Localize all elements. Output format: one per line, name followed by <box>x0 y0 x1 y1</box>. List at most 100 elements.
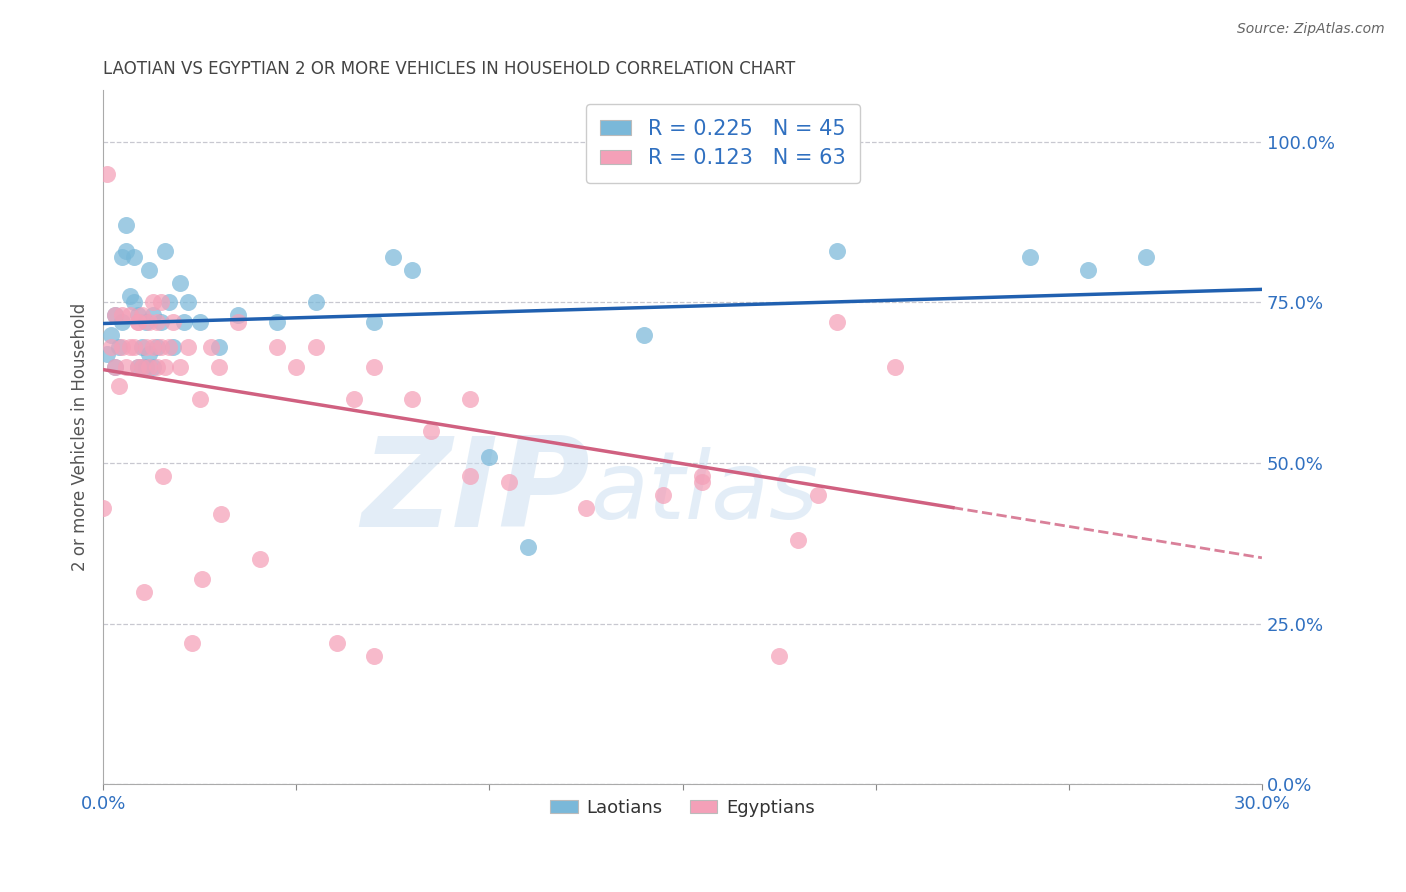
Point <box>517 540 540 554</box>
Point <box>111 315 134 329</box>
Point <box>127 308 149 322</box>
Point <box>190 572 212 586</box>
Point <box>420 424 443 438</box>
Point <box>181 636 204 650</box>
Point <box>131 308 153 322</box>
Point <box>100 340 122 354</box>
Point <box>131 359 153 374</box>
Point <box>157 340 180 354</box>
Point <box>131 340 153 354</box>
Point <box>304 295 326 310</box>
Point <box>135 340 157 354</box>
Point <box>146 359 169 374</box>
Point <box>111 340 134 354</box>
Point <box>127 359 149 374</box>
Point <box>162 340 184 354</box>
Point <box>107 340 129 354</box>
Point <box>200 340 222 354</box>
Point <box>208 340 231 354</box>
Point <box>115 359 138 374</box>
Text: LAOTIAN VS EGYPTIAN 2 OR MORE VEHICLES IN HOUSEHOLD CORRELATION CHART: LAOTIAN VS EGYPTIAN 2 OR MORE VEHICLES I… <box>103 60 796 78</box>
Point <box>266 340 288 354</box>
Point <box>146 340 169 354</box>
Point <box>208 359 231 374</box>
Point <box>122 340 145 354</box>
Point <box>690 475 713 490</box>
Legend: Laotians, Egyptians: Laotians, Egyptians <box>543 791 823 824</box>
Point <box>142 359 165 374</box>
Point <box>150 295 173 310</box>
Point <box>122 295 145 310</box>
Point <box>153 359 176 374</box>
Point <box>825 315 848 329</box>
Point <box>135 359 157 374</box>
Point <box>150 340 173 354</box>
Point <box>135 315 157 329</box>
Point <box>249 552 271 566</box>
Point <box>152 469 174 483</box>
Point <box>177 295 200 310</box>
Point <box>1019 251 1042 265</box>
Point <box>115 219 138 233</box>
Point <box>138 359 160 374</box>
Point <box>1135 251 1157 265</box>
Point <box>120 308 142 322</box>
Point <box>787 533 810 548</box>
Point <box>120 289 142 303</box>
Point <box>304 340 326 354</box>
Point <box>690 469 713 483</box>
Point <box>343 392 366 406</box>
Text: Source: ZipAtlas.com: Source: ZipAtlas.com <box>1237 22 1385 37</box>
Point <box>138 315 160 329</box>
Point <box>100 327 122 342</box>
Point <box>228 308 250 322</box>
Point <box>266 315 288 329</box>
Point <box>381 251 404 265</box>
Text: atlas: atlas <box>589 448 818 539</box>
Text: ZIP: ZIP <box>361 433 589 553</box>
Point <box>652 488 675 502</box>
Point <box>96 167 118 181</box>
Point <box>633 327 655 342</box>
Point <box>209 508 232 522</box>
Point <box>575 501 598 516</box>
Point <box>150 315 173 329</box>
Point <box>142 340 165 354</box>
Point <box>593 167 616 181</box>
Point <box>401 392 423 406</box>
Point <box>142 295 165 310</box>
Point <box>115 244 138 258</box>
Point <box>498 475 520 490</box>
Point <box>127 315 149 329</box>
Point <box>807 488 830 502</box>
Point <box>91 501 114 516</box>
Point <box>228 315 250 329</box>
Point <box>458 392 481 406</box>
Point <box>363 315 385 329</box>
Point <box>478 450 501 464</box>
Y-axis label: 2 or more Vehicles in Household: 2 or more Vehicles in Household <box>72 303 89 572</box>
Point <box>157 295 180 310</box>
Point <box>111 308 134 322</box>
Point <box>111 251 134 265</box>
Point <box>458 469 481 483</box>
Point <box>162 315 184 329</box>
Point <box>326 636 349 650</box>
Point <box>169 276 191 290</box>
Point <box>768 648 790 663</box>
Point <box>138 347 160 361</box>
Point <box>285 359 308 374</box>
Point <box>131 359 153 374</box>
Point <box>104 308 127 322</box>
Point <box>173 315 195 329</box>
Point <box>825 244 848 258</box>
Point <box>127 359 149 374</box>
Point <box>142 308 165 322</box>
Point <box>188 315 211 329</box>
Point <box>138 263 160 277</box>
Point <box>104 359 127 374</box>
Point <box>120 340 142 354</box>
Point <box>153 244 176 258</box>
Point <box>188 392 211 406</box>
Point <box>132 584 155 599</box>
